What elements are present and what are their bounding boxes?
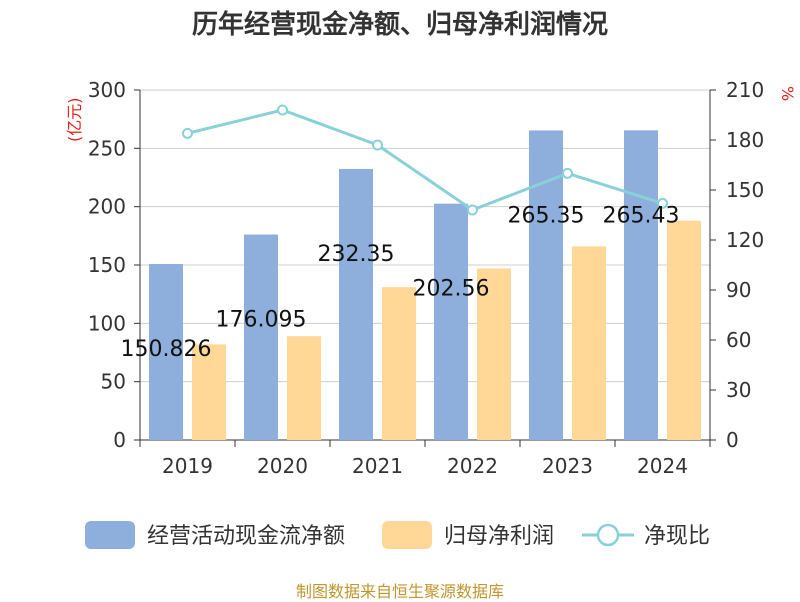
left-axis-tick-label: 0 [113,428,126,452]
x-axis-tick-label: 2019 [162,454,213,478]
left-axis-tick-label: 300 [88,78,126,102]
net-profit-bar [477,268,511,440]
legend: 经营活动现金流净额 归母净利润 净现比 [85,521,710,549]
net-profit-bar [287,336,321,440]
cashflow-bar [624,130,658,440]
left-axis-tick-label: 200 [88,195,126,219]
x-axis-tick-label: 2020 [257,454,308,478]
cashflow-data-label: 232.35 [318,242,395,267]
left-axis-tick-label: 100 [88,311,126,335]
axes: 0 50 100 150 200 250 300 0 30 60 90 120 150 180 210 (亿元… [65,78,797,478]
right-axis-tick-label: 210 [726,78,764,102]
bars [149,130,701,441]
cashflow-data-label: 265.35 [508,203,585,228]
ratio-point [562,167,573,179]
right-axis-tick-label: 90 [726,278,751,302]
ratio-point [657,197,668,209]
net-profit-bar [667,220,701,440]
net-profit-bar [572,246,606,440]
legend-ratio-swatch-marker [596,523,620,547]
right-axis-tick-label: 0 [726,428,739,452]
legend-cashflow-swatch [85,521,135,549]
right-axis-tick-label: 120 [726,228,764,252]
legend-net-profit-label: 归母净利润 [444,524,554,549]
ratio-point [182,127,193,139]
x-axis-tick-label: 2023 [542,454,593,478]
left-axis-tick-label: 50 [101,370,126,394]
x-axis-tick-label: 2021 [352,454,403,478]
ratio-line-path [187,108,663,212]
cashflow-bar [434,203,468,440]
data-source-note: 制图数据来自恒生聚源数据库 [295,582,504,601]
right-axis-unit: % [778,86,797,101]
right-axis-tick-label: 180 [726,128,764,152]
ratio-point [467,204,478,216]
legend-net-profit-swatch [382,521,432,549]
cashflow-data-label: 150.826 [121,337,212,362]
cashflow-bar [244,234,278,440]
net-profit-bar [382,287,416,440]
cashflow-data-label: 176.095 [216,308,307,333]
right-axis-tick-label: 60 [726,328,751,352]
chart-title: 历年经营现金净额、归母净利润情况 [191,10,608,40]
right-axis-tick-label: 150 [726,178,764,202]
cashflow-data-label: 265.43 [603,203,680,228]
net-profit-bar [192,344,226,440]
cashflow-bar [149,264,183,440]
legend-ratio-label: 净现比 [644,524,710,549]
x-axis-tick-label: 2022 [447,454,498,478]
cashflow-bar [339,168,373,441]
right-axis-tick-label: 30 [726,378,751,402]
x-axis-tick-label: 2024 [637,454,688,478]
left-axis-tick-label: 150 [88,253,126,277]
ratio-point [277,104,288,116]
left-axis-tick-label: 250 [88,136,126,160]
ratio-point [372,139,383,151]
cashflow-data-label: 202.56 [413,277,490,302]
ratio-line [182,104,668,216]
legend-cashflow-label: 经营活动现金流净额 [147,524,345,549]
left-axis-unit: (亿元) [65,98,84,143]
